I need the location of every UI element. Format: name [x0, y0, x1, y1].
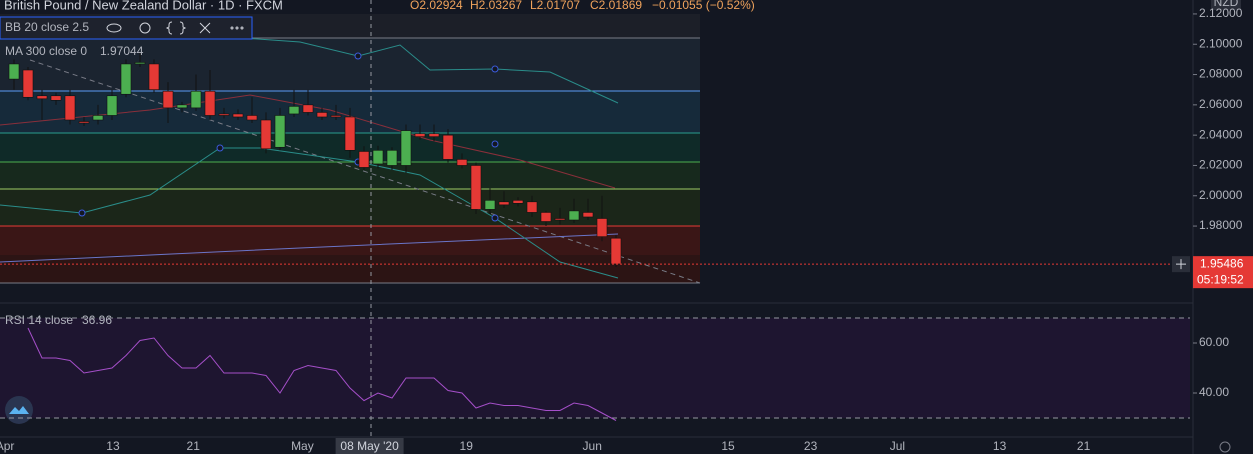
candle-body	[64, 95, 76, 121]
bb-label: BB 20 close 2.5	[5, 20, 89, 34]
y-tick-label: 2.08000	[1199, 67, 1243, 81]
x-tick-label: Jun	[583, 439, 602, 453]
candle-body	[218, 113, 230, 116]
symbol: British Pound / New Zealand Dollar · 1D …	[4, 0, 283, 12]
ohlc-low: L2.01707	[530, 0, 580, 12]
rsi-band	[0, 318, 1190, 418]
rsi-label: RSI 14 close	[5, 313, 73, 327]
candle-body	[232, 113, 244, 118]
add-icon	[1176, 259, 1186, 270]
crosshair-tag	[335, 438, 404, 454]
rsi-line	[27, 327, 617, 421]
candle-body	[512, 200, 524, 204]
candle-body	[554, 218, 566, 221]
candle-body	[92, 115, 104, 121]
candle-body	[344, 116, 356, 151]
ohlc-change: −0.01055 (−0.52%)	[652, 0, 755, 12]
marks	[8, 51, 622, 267]
candle-body	[330, 115, 342, 118]
candle-body	[36, 95, 48, 100]
candle-body	[274, 115, 286, 148]
y-tick-label: 2.00000	[1199, 188, 1243, 202]
candle-body	[526, 201, 538, 213]
logo[interactable]	[5, 396, 33, 424]
ohlc-open: O2.02924	[410, 0, 463, 12]
candle-body	[190, 90, 202, 109]
y-tick-label: 1.98000	[1199, 218, 1243, 232]
candle-body	[134, 62, 146, 65]
candle-body	[610, 237, 622, 265]
candle-body	[50, 95, 62, 101]
x-tick-label: 19	[460, 439, 474, 453]
y-tick-label: 2.06000	[1199, 97, 1243, 111]
logo-icon	[9, 406, 29, 414]
candle-body	[246, 115, 258, 121]
x-tick-label: 23	[804, 439, 818, 453]
candle-body	[302, 104, 314, 113]
indicator-lines	[0, 34, 701, 284]
candle-body	[162, 90, 174, 109]
y-tick-label: 60.00	[1199, 335, 1229, 349]
candle-body	[386, 150, 398, 166]
candle-body	[78, 121, 90, 124]
y-tick-label: 2.04000	[1199, 127, 1243, 141]
ohlc-close: C2.01869	[590, 0, 642, 12]
candle-body	[540, 212, 552, 222]
candle-body	[22, 69, 34, 98]
candle-body	[414, 133, 426, 137]
ma-value: 1.97044	[100, 44, 144, 58]
currency: NZD	[1214, 0, 1239, 9]
candle-body	[400, 130, 412, 166]
x-tick-label: 15	[721, 439, 735, 453]
x-tick-label: Apr	[0, 439, 14, 453]
candle-body	[568, 210, 580, 221]
candle-body	[582, 212, 594, 218]
settings-icon[interactable]	[1219, 441, 1231, 453]
candle-body	[8, 63, 20, 80]
candle-body	[316, 112, 328, 118]
x-tick-label: Jul	[890, 439, 905, 453]
x-tick-label: 13	[993, 439, 1007, 453]
candle-body	[456, 159, 468, 166]
candle-body	[260, 119, 272, 150]
y-tick-label: 2.12000	[1199, 6, 1243, 20]
candle-body	[358, 151, 370, 168]
candle-body	[484, 200, 496, 210]
last-price-label: 1.95486	[1200, 256, 1244, 270]
candle-body	[176, 104, 188, 109]
y-tick-label: 2.02000	[1199, 158, 1243, 172]
candle-body	[442, 134, 454, 160]
countdown: 05:19:52	[1197, 272, 1244, 286]
indicator-toolbar[interactable]	[0, 16, 253, 40]
y-tick-label: 40.00	[1199, 385, 1229, 399]
candle-body	[470, 165, 482, 210]
candle-body	[498, 201, 510, 206]
ma-label: MA 300 close 0	[5, 44, 87, 58]
x-tick-label: 21	[187, 439, 201, 453]
candle-body	[204, 90, 216, 116]
toolbar-icons[interactable]	[106, 21, 244, 35]
candle-body	[106, 95, 118, 116]
crosshair-label: 08 May '20	[340, 439, 399, 453]
candle-body	[596, 218, 608, 237]
candle-body	[288, 106, 300, 115]
candle-body	[148, 63, 160, 90]
y-tick-label: 2.10000	[1199, 36, 1243, 50]
x-tick-label: 21	[1077, 439, 1091, 453]
ohlc-high: H2.03267	[470, 0, 522, 12]
rsi-value: 36.96	[82, 313, 112, 327]
last-price-tag	[1193, 256, 1253, 289]
x-tick-label: 13	[106, 439, 120, 453]
candle-body	[428, 133, 440, 137]
candle-body	[120, 63, 132, 95]
currency-box	[1211, 0, 1241, 10]
x-tick-label: May	[291, 439, 314, 453]
candle-body	[372, 150, 384, 165]
